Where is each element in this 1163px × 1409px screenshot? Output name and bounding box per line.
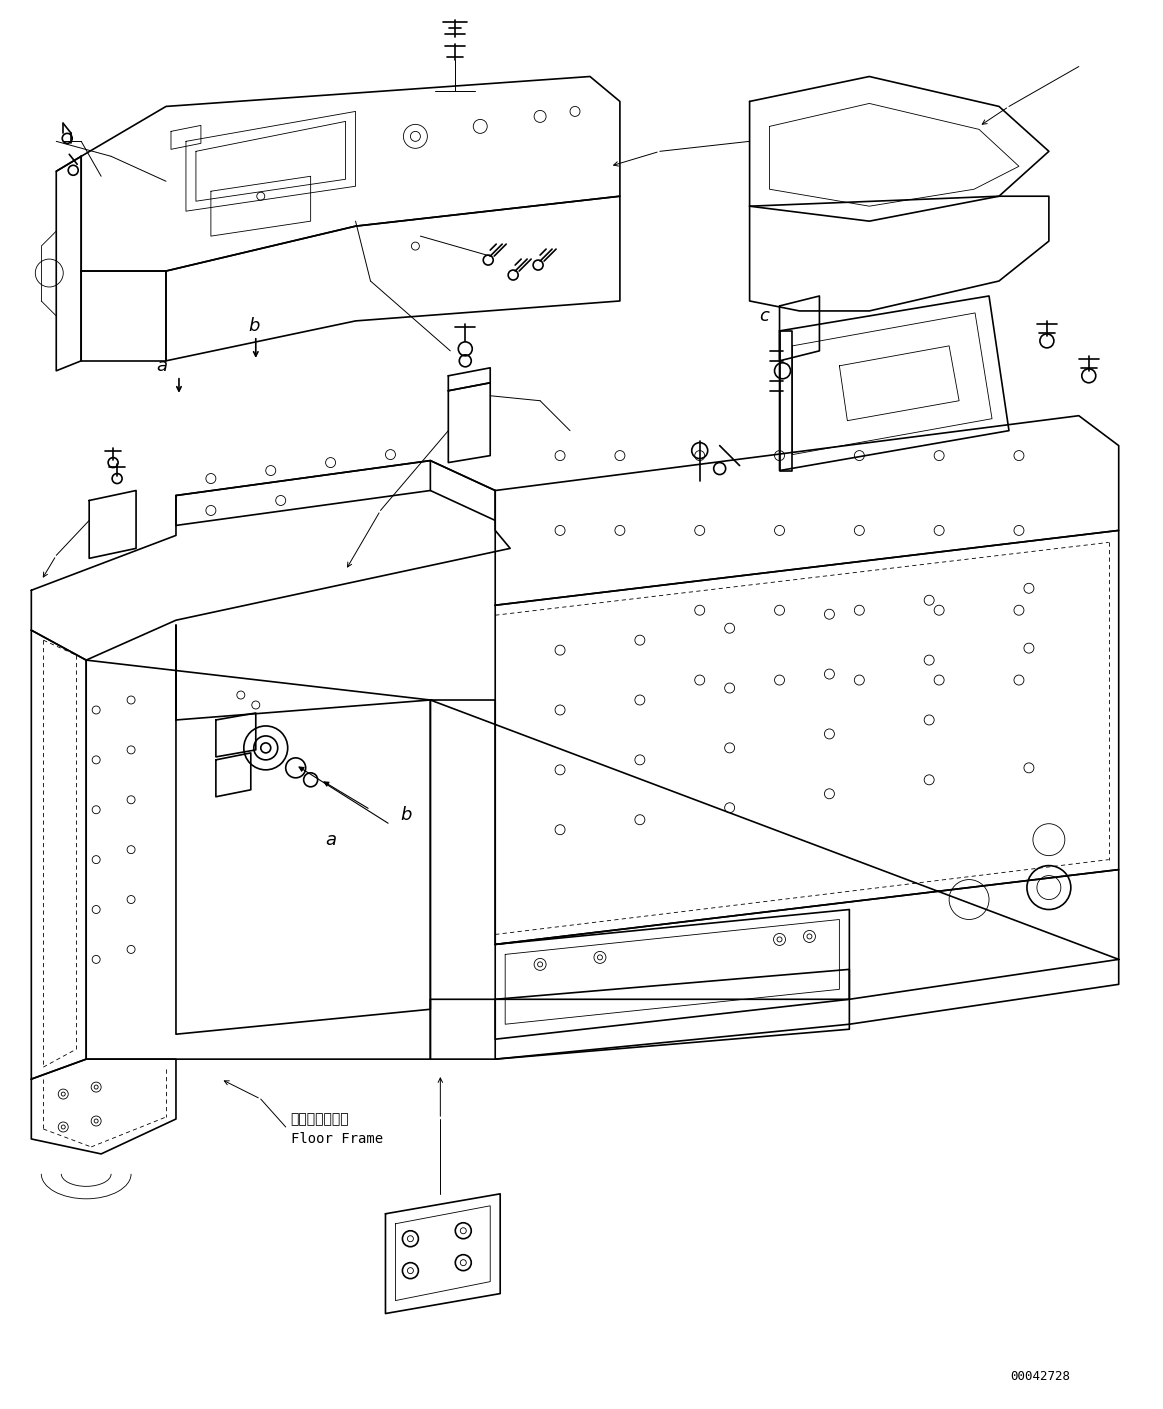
Text: フロアフレーム: フロアフレーム — [291, 1112, 349, 1126]
Text: 00042728: 00042728 — [1009, 1370, 1070, 1382]
Text: c: c — [759, 307, 770, 325]
Text: a: a — [326, 831, 336, 848]
Text: Floor Frame: Floor Frame — [291, 1131, 383, 1146]
Text: b: b — [400, 806, 412, 824]
Text: a: a — [156, 356, 167, 375]
Text: b: b — [249, 317, 261, 335]
